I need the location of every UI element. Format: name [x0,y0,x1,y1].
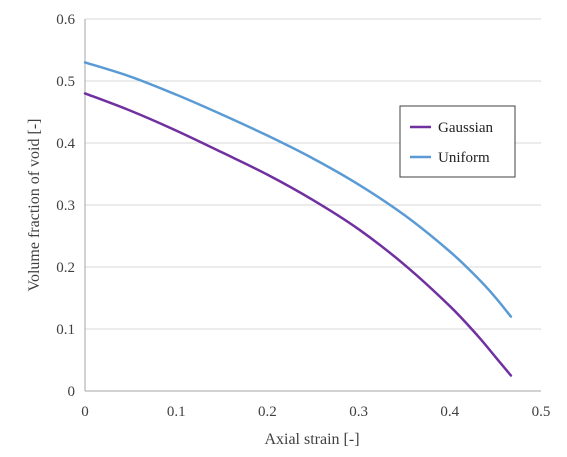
legend-label-uniform: Uniform [438,150,490,166]
x-tick-label-0: 0 [81,404,89,420]
y-tick-label-4: 0.4 [56,136,75,152]
y-tick-label-0: 0 [68,384,76,400]
y-axis-ticks: 0 0.1 0.2 0.3 0.4 0.5 0.6 [56,12,75,400]
series-layer [83,61,513,377]
legend: Gaussian Uniform [399,105,516,178]
gridlines [84,18,541,392]
y-tick-label-3: 0.3 [56,198,75,214]
x-axis-title: Axial strain [-] [264,431,359,448]
x-tick-label-5: 0.5 [532,404,551,420]
x-tick-label-1: 0.1 [167,404,186,420]
x-tick-label-3: 0.3 [349,404,368,420]
x-tick-label-2: 0.2 [258,404,277,420]
y-tick-label-5: 0.5 [56,74,75,90]
legend-box [399,105,516,178]
series-line-gaussian [83,92,513,377]
y-tick-label-6: 0.6 [56,12,75,28]
x-tick-label-4: 0.4 [440,404,459,420]
y-tick-label-1: 0.1 [56,322,75,338]
legend-label-gaussian: Gaussian [438,120,493,136]
series-line-uniform [83,61,513,318]
x-axis-ticks: 0 0.1 0.2 0.3 0.4 0.5 [81,404,550,420]
y-tick-label-2: 0.2 [56,260,75,276]
y-axis-title: Volume fraction of void [-] [26,119,43,292]
